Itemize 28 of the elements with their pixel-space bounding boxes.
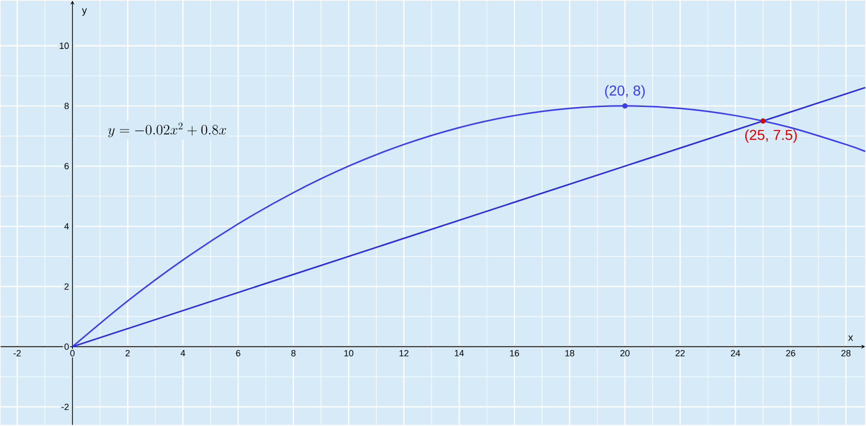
x-tick-label: 24 [730,350,740,356]
x-tick-label: 12 [400,350,408,356]
annotation: $y=-0.02x^{2}+0.8x$ [108,122,226,138]
y-tick-label: -2 [62,404,69,410]
x-tick-label: 16 [510,350,520,357]
x-tick-label: 0 [70,350,75,357]
y-tick-label: 10 [60,42,69,50]
x-tick-label: 18 [565,350,574,357]
x-tick-label: 28 [841,350,851,357]
y-axis-title: y [82,8,87,16]
x-tick-label: 8 [291,350,296,357]
x-tick-label: 6 [236,350,240,357]
annotation: (25, 7.5) [745,130,797,144]
x-tick-label: 14 [454,350,464,356]
y-tick-label: 8 [64,102,69,110]
annotation: (20, 8) [605,85,645,99]
y-tick-label: 0 [64,344,69,350]
x-tick-label: 22 [676,350,685,356]
x-tick-label: 4 [180,350,186,356]
x-tick-label: 26 [786,350,796,357]
y-tick-label: 4 [64,223,69,230]
y-tick-label: 6 [64,163,69,170]
x-tick-label: 2 [126,350,130,356]
x-tick-label: -2 [14,350,21,356]
x-axis-title: x [848,336,853,342]
x-tick-label: 10 [344,350,354,357]
x-tick-label: 20 [620,350,630,357]
y-tick-label: 2 [64,284,69,290]
